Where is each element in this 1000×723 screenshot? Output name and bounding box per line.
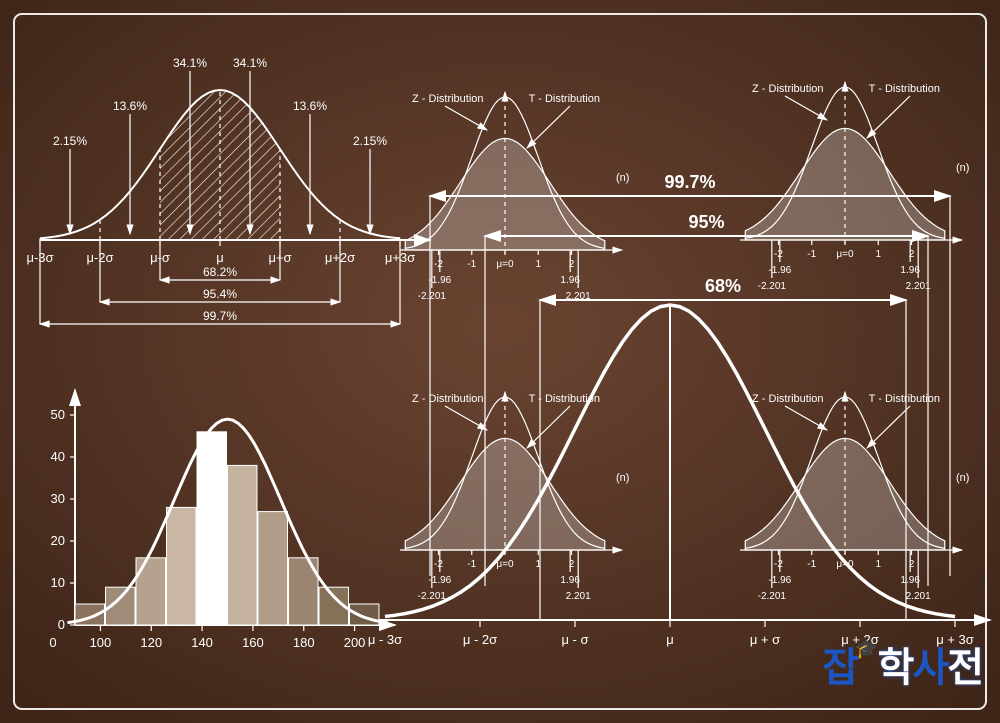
- svg-text:μ=0: μ=0: [496, 559, 514, 570]
- t-label: T - Distribution: [529, 93, 600, 105]
- z-label: Z - Distribution: [412, 393, 484, 405]
- hist-y-tick: 20: [51, 533, 65, 548]
- hist-bar: [228, 465, 258, 625]
- watermark-char-4: 전: [947, 646, 982, 690]
- n-label: (n): [616, 472, 629, 484]
- svg-text:1.96: 1.96: [900, 265, 920, 276]
- svg-text:-1: -1: [807, 249, 816, 260]
- grad-cap-icon: 🎓: [855, 639, 875, 660]
- t-label: T - Distribution: [869, 393, 940, 405]
- n-label: (n): [956, 472, 969, 484]
- t-label: T - Distribution: [869, 83, 940, 95]
- er-sigma-label: μ: [216, 250, 224, 265]
- z-label: Z - Distribution: [752, 393, 824, 405]
- hist-x-tick: 160: [242, 635, 264, 650]
- svg-text:1: 1: [875, 559, 881, 570]
- z-label: Z - Distribution: [412, 93, 484, 105]
- hist-y-tick: 50: [51, 407, 65, 422]
- hist-x-tick: 140: [191, 635, 213, 650]
- hist-y-tick: 30: [51, 491, 65, 506]
- svg-text:-2.201: -2.201: [758, 591, 787, 602]
- hist-x-tick: 100: [90, 635, 112, 650]
- hist-x-tick: 120: [140, 635, 162, 650]
- er-segment-pct: 34.1%: [233, 56, 267, 70]
- svg-text:0: 0: [49, 635, 56, 650]
- er-segment-pct: 2.15%: [53, 134, 87, 148]
- ci-label: 99.7%: [664, 172, 715, 192]
- large-sigma-label: μ + σ: [750, 632, 780, 647]
- svg-text:1.96: 1.96: [560, 575, 580, 586]
- svg-text:1: 1: [535, 259, 541, 270]
- hist-y-tick: 0: [58, 617, 65, 632]
- svg-text:-2.201: -2.201: [758, 281, 787, 292]
- large-sigma-label: μ - 3σ: [368, 632, 402, 647]
- watermark-logo: 잡🎓학사전: [822, 635, 982, 693]
- n-label: (n): [956, 162, 969, 174]
- large-sigma-label: μ: [666, 632, 674, 647]
- watermark-char-2: 학: [878, 646, 913, 690]
- er-bracket-pct: 95.4%: [203, 287, 237, 301]
- svg-text:2.201: 2.201: [906, 591, 931, 602]
- svg-text:-2: -2: [774, 249, 783, 260]
- er-segment-pct: 34.1%: [173, 56, 207, 70]
- hist-y-tick: 10: [51, 575, 65, 590]
- er-bracket-pct: 99.7%: [203, 309, 237, 323]
- hist-x-tick: 200: [344, 635, 366, 650]
- large-sigma-label: μ - 2σ: [463, 632, 497, 647]
- watermark-char-3: 사: [912, 646, 947, 690]
- svg-text:-1: -1: [467, 559, 476, 570]
- er-segment-pct: 13.6%: [293, 99, 327, 113]
- ci-label: 95%: [688, 212, 724, 232]
- hist-bar: [197, 432, 227, 625]
- chalkboard-stage: μ-3σμ-2σμ-σμμ+σμ+2σμ+3σ2.15%13.6%34.1%34…: [0, 0, 1000, 723]
- svg-text:-2: -2: [774, 559, 783, 570]
- svg-text:μ=0: μ=0: [836, 249, 854, 260]
- svg-text:2.201: 2.201: [566, 591, 591, 602]
- svg-text:-2: -2: [434, 559, 443, 570]
- er-segment-pct: 13.6%: [113, 99, 147, 113]
- z-label: Z - Distribution: [752, 83, 824, 95]
- er-bracket-pct: 68.2%: [203, 265, 237, 279]
- watermark-char-1: 잡: [822, 646, 857, 690]
- svg-text:1: 1: [875, 249, 881, 260]
- ci-label: 68%: [705, 276, 741, 296]
- svg-text:μ=0: μ=0: [496, 259, 514, 270]
- svg-text:1.96: 1.96: [560, 275, 580, 286]
- hist-bar: [258, 512, 288, 625]
- svg-text:-2.201: -2.201: [418, 291, 447, 302]
- er-segment-pct: 2.15%: [353, 134, 387, 148]
- hist-x-tick: 180: [293, 635, 315, 650]
- svg-text:2.201: 2.201: [906, 281, 931, 292]
- hist-bar: [167, 507, 197, 625]
- svg-text:-1: -1: [467, 259, 476, 270]
- n-label: (n): [616, 172, 629, 184]
- chalkboard-svg: μ-3σμ-2σμ-σμμ+σμ+2σμ+3σ2.15%13.6%34.1%34…: [0, 0, 1000, 723]
- svg-text:1.96: 1.96: [900, 575, 920, 586]
- large-sigma-label: μ - σ: [561, 632, 588, 647]
- svg-text:-1: -1: [807, 559, 816, 570]
- hist-y-tick: 40: [51, 449, 65, 464]
- svg-text:-2: -2: [434, 259, 443, 270]
